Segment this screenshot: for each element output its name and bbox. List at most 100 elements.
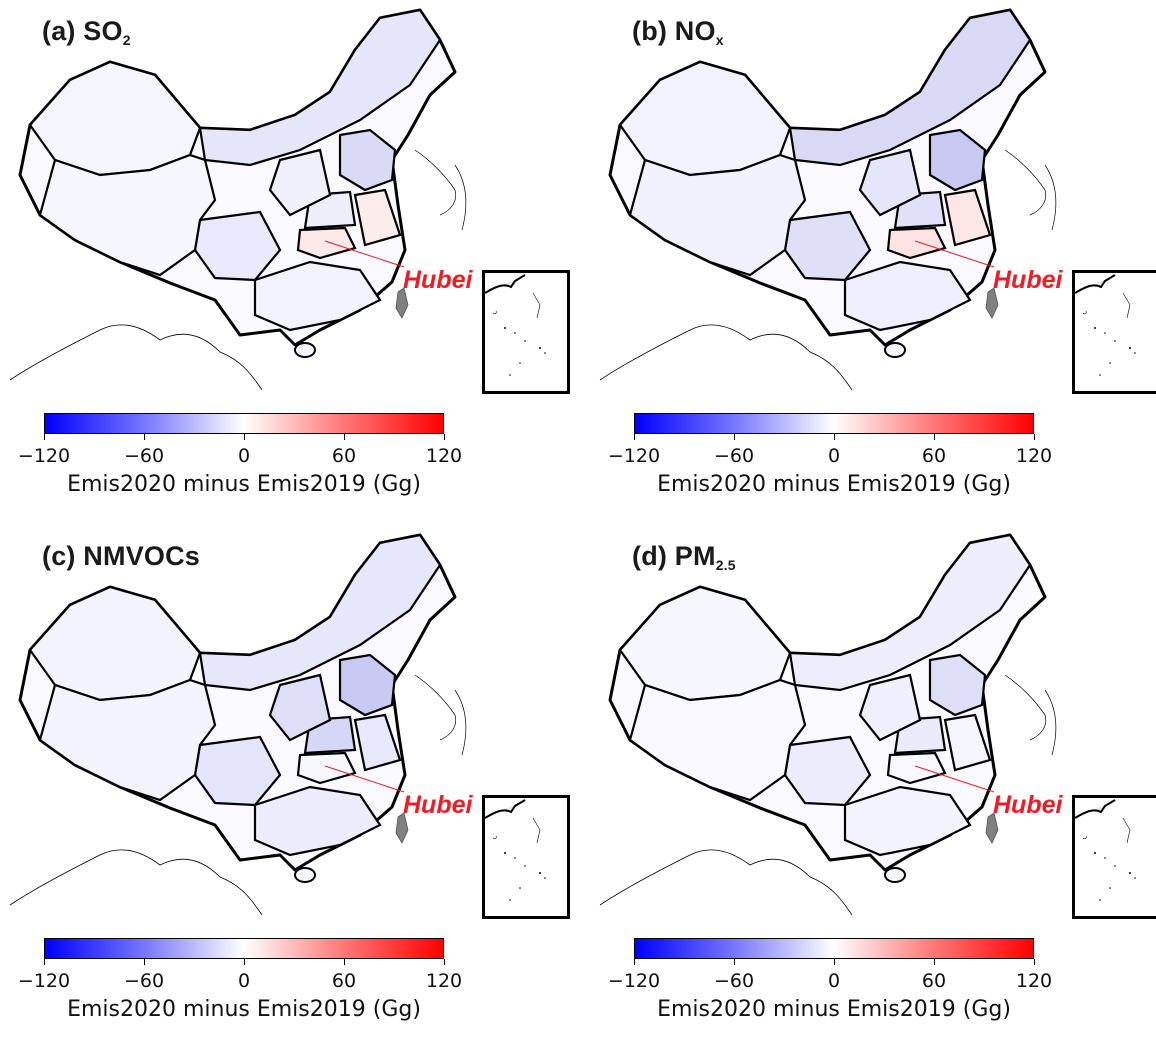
colorbar-label: Emis2020 minus Emis2019 (Gg): [67, 472, 421, 497]
province-shanxi-shaanxi: [268, 148, 332, 217]
province-inner-mongolia: [198, 8, 442, 167]
colorbar-label: Emis2020 minus Emis2019 (Gg): [67, 997, 421, 1022]
province-inner-mongolia: [198, 533, 442, 692]
coastline: [9, 324, 263, 391]
colorbar-label: Emis2020 minus Emis2019 (Gg): [657, 997, 1011, 1022]
province-hebei-shandong: [928, 128, 987, 192]
coastline-japan: [1044, 164, 1057, 231]
map-panel-c: (c) NMVOCs Hubei −120 −60 0 60 120 Emis2020 …: [0, 525, 578, 1050]
province-jiangsu-anhui: [353, 713, 402, 772]
colorbar-tick-label: 0: [827, 970, 841, 992]
coastline-japan: [454, 689, 467, 756]
province-xinjiang: [28, 585, 202, 702]
colorbar-tick-mark: [833, 959, 835, 965]
china-map: [599, 8, 1057, 391]
colorbar-tick-label: −60: [713, 970, 755, 992]
colorbar-tick-label: 60: [331, 970, 357, 992]
province-xinjiang: [618, 585, 792, 702]
china-map: [599, 533, 1057, 916]
inset-coast: [485, 274, 526, 294]
colorbar-tick-label: 0: [827, 445, 841, 467]
colorbar-tick-label: −120: [17, 445, 71, 467]
province-jiangsu-anhui: [943, 188, 992, 247]
hainan-island: [294, 342, 316, 358]
panel-title: (d) PM2.5: [632, 541, 736, 573]
coastline: [599, 849, 853, 916]
taiwan-island: [985, 812, 999, 844]
coastline-korea: [1004, 674, 1047, 741]
province-south-central: [253, 260, 382, 332]
colorbar-tick-label: 60: [921, 970, 947, 992]
province-tibet-qinghai: [628, 153, 807, 277]
south-china-sea-inset: [482, 795, 570, 919]
province-hubei: [886, 751, 947, 785]
colorbar-tick-label: 0: [237, 445, 251, 467]
hubei-pointer-line: [914, 240, 995, 268]
inset-map: [1075, 799, 1136, 901]
colorbar-label: Emis2020 minus Emis2019 (Gg): [657, 472, 1011, 497]
coastline: [9, 849, 263, 916]
colorbar: [44, 938, 444, 959]
province-xinjiang: [28, 60, 202, 177]
colorbar-tick-mark: [633, 434, 635, 440]
colorbar-tick-label: −60: [123, 445, 165, 467]
hubei-label: Hubei: [403, 266, 473, 294]
inset-map: [485, 274, 546, 376]
province-hebei-shandong: [928, 653, 987, 717]
hubei-label: Hubei: [993, 266, 1063, 294]
hubei-pointer-line: [914, 765, 995, 793]
hubei-pointer-line: [324, 240, 405, 268]
coastline: [599, 324, 853, 391]
colorbar-tick-label: 60: [331, 445, 357, 467]
coastline-japan: [1044, 689, 1057, 756]
province-hubei: [886, 226, 947, 260]
coastline-korea: [1004, 149, 1047, 216]
province-shanxi-shaanxi: [858, 148, 922, 217]
province-hebei-shandong: [338, 128, 397, 192]
inset-coast: [1075, 274, 1116, 294]
inset-map: [485, 799, 546, 901]
colorbar-tick-label: 60: [921, 445, 947, 467]
inset-coast: [1075, 799, 1116, 819]
colorbar-tick-mark: [43, 434, 45, 440]
colorbar-tick-mark: [443, 959, 445, 965]
province-xinjiang: [618, 60, 792, 177]
province-south-central: [253, 785, 382, 857]
map-panel-d: (d) PM2.5 Hubei −120 −60 0 60 120 Emis2020 m…: [590, 525, 1156, 1050]
province-inner-mongolia: [788, 8, 1032, 167]
colorbar-tick-label: −60: [713, 445, 755, 467]
hainan-island: [884, 342, 906, 358]
colorbar-tick-mark: [933, 434, 935, 440]
south-china-sea-inset: [1072, 270, 1156, 394]
coastline-korea: [414, 149, 457, 216]
colorbar-tick-mark: [243, 959, 245, 965]
province-south-central: [843, 260, 972, 332]
colorbar-tick-mark: [143, 434, 145, 440]
colorbar-tick-mark: [243, 434, 245, 440]
taiwan-island: [985, 287, 999, 319]
panel-title: (c) NMVOCs: [42, 541, 201, 571]
province-jiangsu-anhui: [943, 713, 992, 772]
coastline-korea: [414, 674, 457, 741]
colorbar-tick-mark: [343, 959, 345, 965]
china-map: [9, 533, 467, 916]
south-china-sea-inset: [1072, 795, 1156, 919]
province-hebei-shandong: [338, 653, 397, 717]
south-china-sea-inset: [482, 270, 570, 394]
colorbar-tick-label: 0: [237, 970, 251, 992]
coastline-japan: [454, 164, 467, 231]
province-tibet-qinghai: [38, 153, 217, 277]
colorbar-tick-label: 120: [425, 970, 463, 992]
china-map: [9, 8, 467, 391]
province-shanxi-shaanxi: [268, 673, 332, 742]
inset-map: [1075, 274, 1136, 376]
province-jiangsu-anhui: [353, 188, 402, 247]
map-panel-b: (b) NOx Hubei −120 −60 0 60 120 Emis2020 min…: [590, 0, 1156, 525]
colorbar: [634, 413, 1034, 434]
colorbar-tick-mark: [733, 959, 735, 965]
colorbar-tick-label: 120: [1015, 445, 1053, 467]
colorbar: [634, 938, 1034, 959]
colorbar-tick-label: 120: [425, 445, 463, 467]
colorbar-tick-mark: [933, 959, 935, 965]
colorbar-tick-mark: [833, 434, 835, 440]
